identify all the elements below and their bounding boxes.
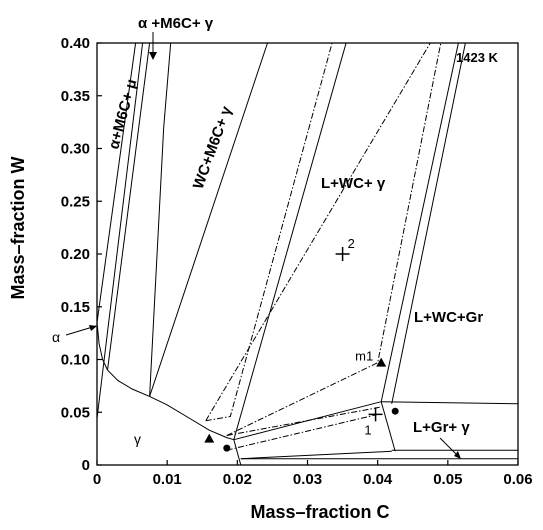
- phase-boundary-line: [381, 401, 519, 405]
- region-label-gamma: γ: [134, 431, 141, 447]
- y-tick-label: 0: [82, 457, 90, 474]
- x-tick-label: 0.03: [293, 471, 322, 488]
- region-label-l-gr-gamma: L+Gr+ γ: [413, 419, 470, 436]
- tie-lines: [205, 42, 442, 451]
- x-tick-label: 0.06: [503, 471, 532, 488]
- region-label-wc-m6c-gamma: WC+M6C+ γ: [190, 103, 236, 191]
- phase-boundary-line: [233, 42, 347, 440]
- x-tick-label: 0.04: [363, 471, 393, 488]
- plot-area: 2 1 m1: [96, 42, 519, 466]
- region-label-l-wc-gr: L+WC+Gr: [414, 309, 483, 326]
- triangle-marker: [204, 433, 215, 443]
- phase-boundary-line: [240, 450, 392, 460]
- region-label-alpha-m6c-gamma: α +M6C+ γ: [138, 15, 214, 32]
- marker-label: 1: [364, 422, 371, 437]
- region-label-alpha: α: [52, 329, 60, 345]
- phase-boundary-line: [233, 439, 242, 466]
- phase-boundary-line: [149, 42, 172, 397]
- y-tick-label: 0.15: [61, 299, 90, 316]
- triangle-marker: [376, 357, 387, 367]
- circle-marker: [391, 407, 399, 415]
- phase-boundary-line: [96, 42, 144, 419]
- y-tick-label: 0.25: [61, 193, 90, 210]
- y-tick-label: 0.10: [61, 352, 90, 369]
- x-tick-label: 0: [93, 471, 101, 488]
- alpha-arrow-head: [89, 325, 97, 331]
- phase-boundary-line: [96, 42, 137, 323]
- phase-boundary-line: [391, 42, 466, 404]
- y-tick-label: 0.35: [61, 88, 90, 105]
- x-tick-label: 0.02: [223, 471, 252, 488]
- y-axis-title: Mass–fraction W: [8, 156, 28, 299]
- tie-line: [205, 42, 431, 421]
- tie-line: [226, 406, 382, 436]
- y-tick-label: 0.05: [61, 404, 90, 421]
- x-axis-ticks: 0 0.01 0.02 0.03 0.04 0.05 0.06: [93, 460, 533, 488]
- markers: 2 1 m1: [204, 236, 399, 452]
- region-label-l-wc-gamma: L+WC+ γ: [321, 175, 386, 192]
- phase-boundaries: [96, 42, 519, 466]
- region-label-alpha-m6c-mu: α+M6C+ μ: [105, 77, 140, 151]
- marker-label: m1: [355, 349, 373, 364]
- circle-marker: [223, 444, 231, 452]
- x-tick-label: 0.05: [433, 471, 462, 488]
- tie-line: [226, 413, 378, 451]
- y-axis-ticks: 0 0.05 0.10 0.15 0.20 0.25 0.30 0.35 0.40: [61, 35, 102, 474]
- phase-boundary-line: [107, 42, 151, 371]
- top-label-arrow-head: [149, 52, 157, 60]
- y-tick-label: 0.40: [61, 35, 90, 52]
- tie-line: [205, 42, 333, 422]
- phase-boundary-line: [380, 42, 459, 402]
- y-tick-label: 0.30: [61, 141, 90, 158]
- tie-line: [226, 42, 442, 436]
- phase-boundary-line: [380, 401, 396, 452]
- x-tick-label: 0.01: [153, 471, 182, 488]
- l-gr-gamma-arrow-head: [454, 451, 461, 459]
- marker-label: 2: [348, 236, 355, 251]
- phase-boundary-line: [149, 42, 268, 397]
- y-tick-label: 0.20: [61, 246, 90, 263]
- temperature-label: 1423 K: [456, 50, 499, 65]
- x-axis-title: Mass–fraction C: [250, 502, 389, 522]
- phase-boundary-line: [96, 322, 234, 441]
